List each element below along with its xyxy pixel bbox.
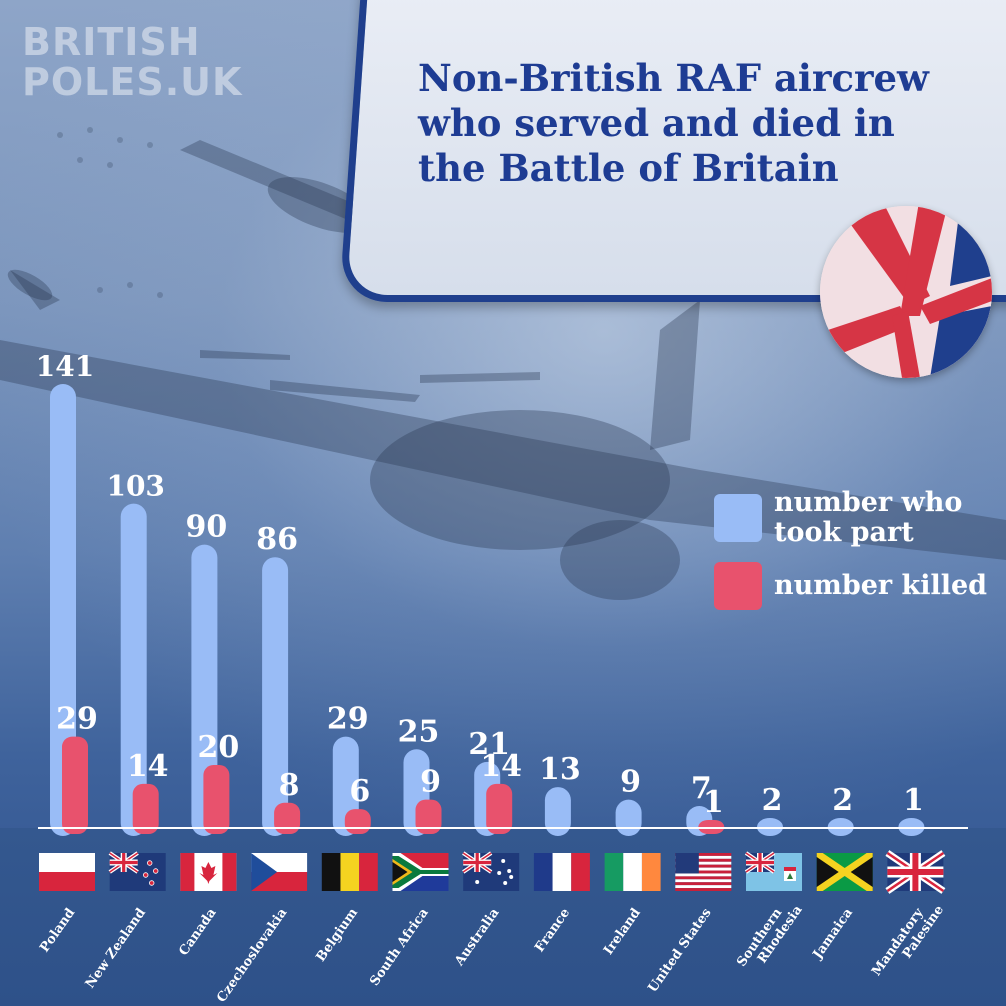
brand-watermark: BRITISH POLES.UK [22, 22, 242, 102]
country-label-czechoslovakia: Czechoslovakia [214, 905, 290, 1005]
country-label-mandatory-palesine: MandatoryPalesine [869, 894, 947, 987]
value-label-killed-poland: 29 [56, 702, 98, 737]
value-label-took-part-south-africa: 25 [398, 714, 440, 749]
value-label-killed-south-africa: 9 [420, 765, 441, 800]
bar-killed-belgium [344, 809, 371, 834]
value-label-took-part-united-states: 7 [691, 771, 712, 806]
bar-took-part-czechoslovakia [262, 557, 289, 836]
flag-south-africa-icon [392, 853, 449, 891]
country-label-belgium: Belgium [314, 905, 362, 964]
chart-title: Non-British RAF aircrew who served and d… [418, 56, 978, 191]
country-label-southern-rhodesia: SouthernRhodesia [734, 894, 806, 978]
flag-united-states-icon [675, 853, 732, 891]
bar-took-part-new-zealand [120, 503, 147, 836]
flag-southern-rhodesia-icon [744, 851, 802, 891]
title-line-1: Non-British RAF aircrew [418, 56, 929, 100]
brand-line-2: POLES.UK [22, 60, 243, 104]
bar-took-part-canada [191, 544, 218, 836]
flag-canada-icon [180, 853, 237, 891]
bar-took-part-france [544, 787, 571, 836]
country-label-jamaica: Jamaica [810, 905, 856, 962]
legend-swatch-took-part [714, 494, 762, 542]
bar-killed-czechoslovakia [274, 802, 301, 834]
legend-swatch-killed [714, 562, 762, 610]
value-label-took-part-jamaica: 2 [832, 783, 853, 818]
country-label-south-africa: South Africa [367, 905, 432, 989]
bar-killed-australia [486, 783, 513, 834]
value-label-killed-belgium: 6 [349, 774, 370, 809]
value-label-killed-united-states: 1 [703, 785, 724, 820]
value-label-took-part-australia: 21 [468, 727, 510, 762]
flag-czechoslovakia-icon [251, 853, 308, 891]
legend-item-took-part: number who took part [714, 488, 962, 548]
bar-took-part-poland [50, 384, 76, 836]
country-label-ireland: Ireland [601, 906, 644, 958]
value-label-killed-czechoslovakia: 8 [279, 768, 300, 803]
flag-australia-icon [462, 851, 520, 891]
value-label-took-part-ireland: 9 [620, 765, 641, 800]
flag-ireland-icon [604, 853, 661, 891]
value-label-took-part-france: 13 [539, 752, 581, 787]
title-line-3: the Battle of Britain [418, 146, 839, 190]
flag-jamaica-icon [816, 853, 873, 891]
brand-line-1: BRITISH [22, 20, 201, 64]
value-label-took-part-belgium: 29 [327, 702, 369, 737]
country-label-poland: Poland [37, 906, 78, 956]
value-label-took-part-czechoslovakia: 86 [256, 522, 298, 557]
bar-took-part-ireland [615, 799, 642, 836]
legend-label-killed: number killed [774, 570, 988, 601]
value-label-killed-australia: 14 [480, 749, 522, 784]
value-label-took-part-mandatory-palesine: 1 [903, 783, 924, 818]
country-label-united-states: United States [645, 906, 714, 996]
flag-france-icon [533, 853, 590, 891]
bar-killed-canada [203, 765, 230, 834]
bar-killed-south-africa [415, 799, 442, 834]
value-label-took-part-southern-rhodesia: 2 [762, 783, 783, 818]
value-label-took-part-canada: 90 [186, 510, 228, 545]
value-label-killed-new-zealand: 14 [127, 749, 169, 784]
bar-killed-new-zealand [132, 783, 159, 834]
flag-new-zealand-icon [108, 851, 166, 891]
flag-mandatory-palestine-icon [885, 850, 946, 894]
union-jack-emblem [820, 206, 992, 378]
flag-poland-icon [39, 853, 95, 891]
value-label-took-part-poland: 141 [36, 350, 94, 383]
country-label-canada: Canada [176, 905, 220, 958]
title-line-2: who served and died in [418, 101, 895, 145]
value-label-killed-canada: 20 [198, 730, 240, 765]
legend-item-killed: number killed [714, 562, 987, 610]
legend-label-took-part: number who took part [774, 487, 963, 548]
flag-belgium-icon [321, 853, 378, 891]
value-label-took-part-new-zealand: 103 [106, 470, 164, 503]
country-label-australia: Australia [452, 905, 503, 969]
bar-killed-poland [62, 736, 88, 834]
country-label-france: France [532, 906, 573, 955]
country-label-new-zealand: New Zealand [83, 906, 149, 992]
